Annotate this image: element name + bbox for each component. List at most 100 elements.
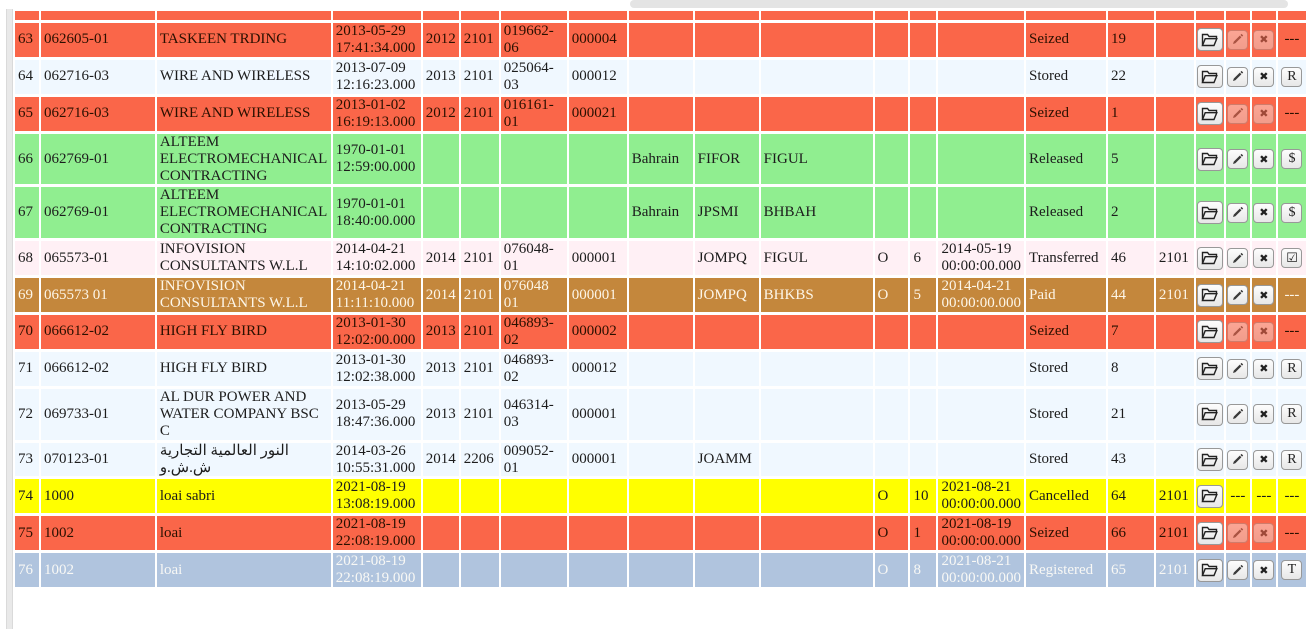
open-folder-button[interactable] bbox=[1196, 521, 1223, 545]
cell-code1: JOMPQ bbox=[694, 278, 759, 312]
table-row: 66 062769-01 ALTEEM ELECTROMECHANICAL CONT… bbox=[15, 133, 1306, 185]
cell-status: Registered bbox=[1026, 553, 1106, 588]
delete-button[interactable]: ✖ bbox=[1253, 248, 1275, 269]
r-action-button[interactable]: R bbox=[1281, 404, 1303, 425]
edit-button[interactable] bbox=[1227, 285, 1249, 306]
delete-button[interactable]: ✖ bbox=[1253, 560, 1275, 581]
action-cell bbox=[1195, 388, 1224, 440]
delete-button[interactable]: ✖ bbox=[1253, 66, 1275, 87]
action-cell bbox=[1195, 351, 1224, 386]
open-folder-button[interactable] bbox=[1196, 28, 1223, 52]
dashes-text: --- bbox=[1277, 315, 1306, 349]
cell-num: 70 bbox=[15, 315, 39, 349]
open-folder-button[interactable] bbox=[1196, 558, 1223, 582]
cell-country: Bahrain bbox=[628, 133, 693, 185]
cell-datetime: 2013-01-30 12:02:00.000 bbox=[332, 315, 421, 349]
r-action-button[interactable]: R bbox=[1281, 449, 1303, 470]
delete-button[interactable]: ✖ bbox=[1253, 285, 1275, 306]
cell-date2: 2021-08-19 00:00:00.000 bbox=[938, 516, 1025, 551]
open-folder-button[interactable] bbox=[1196, 283, 1223, 307]
cell-year bbox=[422, 553, 459, 588]
dashes-text bbox=[1251, 11, 1276, 20]
cell-flag: O bbox=[874, 278, 909, 312]
open-folder-button[interactable] bbox=[1196, 147, 1223, 171]
cell-name: loai sabri bbox=[156, 479, 331, 514]
action-cell: R bbox=[1277, 59, 1306, 94]
cell-qty bbox=[910, 315, 937, 349]
delete-button: ✖ bbox=[1253, 103, 1275, 124]
action-cell bbox=[1195, 516, 1224, 551]
cell-ref: 046893-02 bbox=[500, 315, 567, 349]
cell-country bbox=[628, 241, 693, 276]
payment-action-button[interactable]: $ bbox=[1281, 202, 1303, 223]
edit-button[interactable] bbox=[1227, 358, 1249, 379]
cell-id: 070123-01 bbox=[40, 442, 155, 477]
open-folder-button[interactable] bbox=[1196, 320, 1223, 344]
cell-code2 bbox=[760, 11, 873, 20]
r-action-button[interactable]: R bbox=[1281, 358, 1303, 379]
pencil-icon bbox=[1231, 362, 1244, 375]
cell-code2 bbox=[760, 23, 873, 57]
pencil-icon bbox=[1231, 206, 1244, 219]
cell-id: 062716-03 bbox=[40, 96, 155, 131]
cell-datetime: 2014-04-21 11:11:10.000 bbox=[332, 278, 421, 312]
cell-year: 2014 bbox=[422, 442, 459, 477]
cell-datetime: 2021-08-19 22:08:19.000 bbox=[332, 553, 421, 588]
open-folder-button[interactable] bbox=[1196, 357, 1223, 381]
dashes-text: --- bbox=[1277, 278, 1306, 312]
cell-item bbox=[568, 553, 627, 588]
open-folder-button[interactable] bbox=[1196, 65, 1223, 89]
delete-button[interactable]: ✖ bbox=[1253, 404, 1275, 425]
folder-open-icon bbox=[1201, 489, 1219, 503]
cell-name: HIGH FLY BIRD bbox=[156, 351, 331, 386]
open-folder-button[interactable] bbox=[1196, 102, 1223, 126]
edit-button[interactable] bbox=[1227, 149, 1249, 170]
cell-code2 bbox=[760, 315, 873, 349]
edit-button[interactable] bbox=[1227, 404, 1249, 425]
delete-button: ✖ bbox=[1253, 523, 1275, 544]
folder-open-icon bbox=[1201, 206, 1219, 220]
cell-id: 062769-01 bbox=[40, 187, 155, 239]
cell-office bbox=[460, 11, 499, 20]
open-folder-button[interactable] bbox=[1196, 246, 1223, 270]
horizontal-scrollbar-thumb[interactable] bbox=[630, 0, 1288, 8]
payment-action-button[interactable]: $ bbox=[1281, 149, 1303, 170]
cell-ref: 046314-03 bbox=[500, 388, 567, 440]
cell-item: 000001 bbox=[568, 241, 627, 276]
cell-year: 2013 bbox=[422, 388, 459, 440]
cell-item bbox=[568, 187, 627, 239]
r-action-button[interactable]: R bbox=[1281, 66, 1303, 87]
open-folder-button[interactable] bbox=[1196, 484, 1223, 508]
cell-item bbox=[568, 479, 627, 514]
check-action-button[interactable]: ☑ bbox=[1281, 248, 1303, 269]
cell-office bbox=[460, 553, 499, 588]
open-folder-button[interactable] bbox=[1196, 448, 1223, 471]
table-row: 63 062605-01 TASKEEN TRDING 2013-05-29 17:4… bbox=[15, 23, 1306, 57]
edit-button[interactable] bbox=[1227, 66, 1249, 87]
edit-button[interactable] bbox=[1227, 248, 1249, 269]
vertical-scrollbar[interactable] bbox=[6, 9, 13, 629]
cell-flag bbox=[874, 187, 909, 239]
cell-code1 bbox=[694, 315, 759, 349]
action-cell: ✖ bbox=[1251, 442, 1276, 477]
delete-button[interactable]: ✖ bbox=[1253, 149, 1275, 170]
open-folder-button[interactable] bbox=[1196, 201, 1223, 225]
edit-button[interactable] bbox=[1227, 560, 1249, 581]
t-icon: T bbox=[1287, 562, 1297, 578]
cell-status: Paid bbox=[1026, 278, 1106, 312]
open-folder-button[interactable] bbox=[1196, 402, 1223, 426]
action-cell: R bbox=[1277, 351, 1306, 386]
t-action-button[interactable]: T bbox=[1281, 560, 1303, 581]
x-icon: ✖ bbox=[1259, 362, 1269, 376]
edit-button[interactable] bbox=[1227, 202, 1249, 223]
cell-status: Released bbox=[1026, 133, 1106, 185]
cell-qty: 10 bbox=[910, 479, 937, 514]
delete-button[interactable]: ✖ bbox=[1253, 358, 1275, 379]
action-cell: ✖ bbox=[1251, 133, 1276, 185]
delete-button[interactable]: ✖ bbox=[1253, 449, 1275, 470]
table-row: 68 065573-01 INFOVISION CONSULTANTS W.L.L 2… bbox=[15, 241, 1306, 276]
edit-button[interactable] bbox=[1227, 449, 1249, 470]
delete-button[interactable]: ✖ bbox=[1253, 202, 1275, 223]
cell-qty: 6 bbox=[910, 241, 937, 276]
action-cell: ✖ bbox=[1251, 187, 1276, 239]
